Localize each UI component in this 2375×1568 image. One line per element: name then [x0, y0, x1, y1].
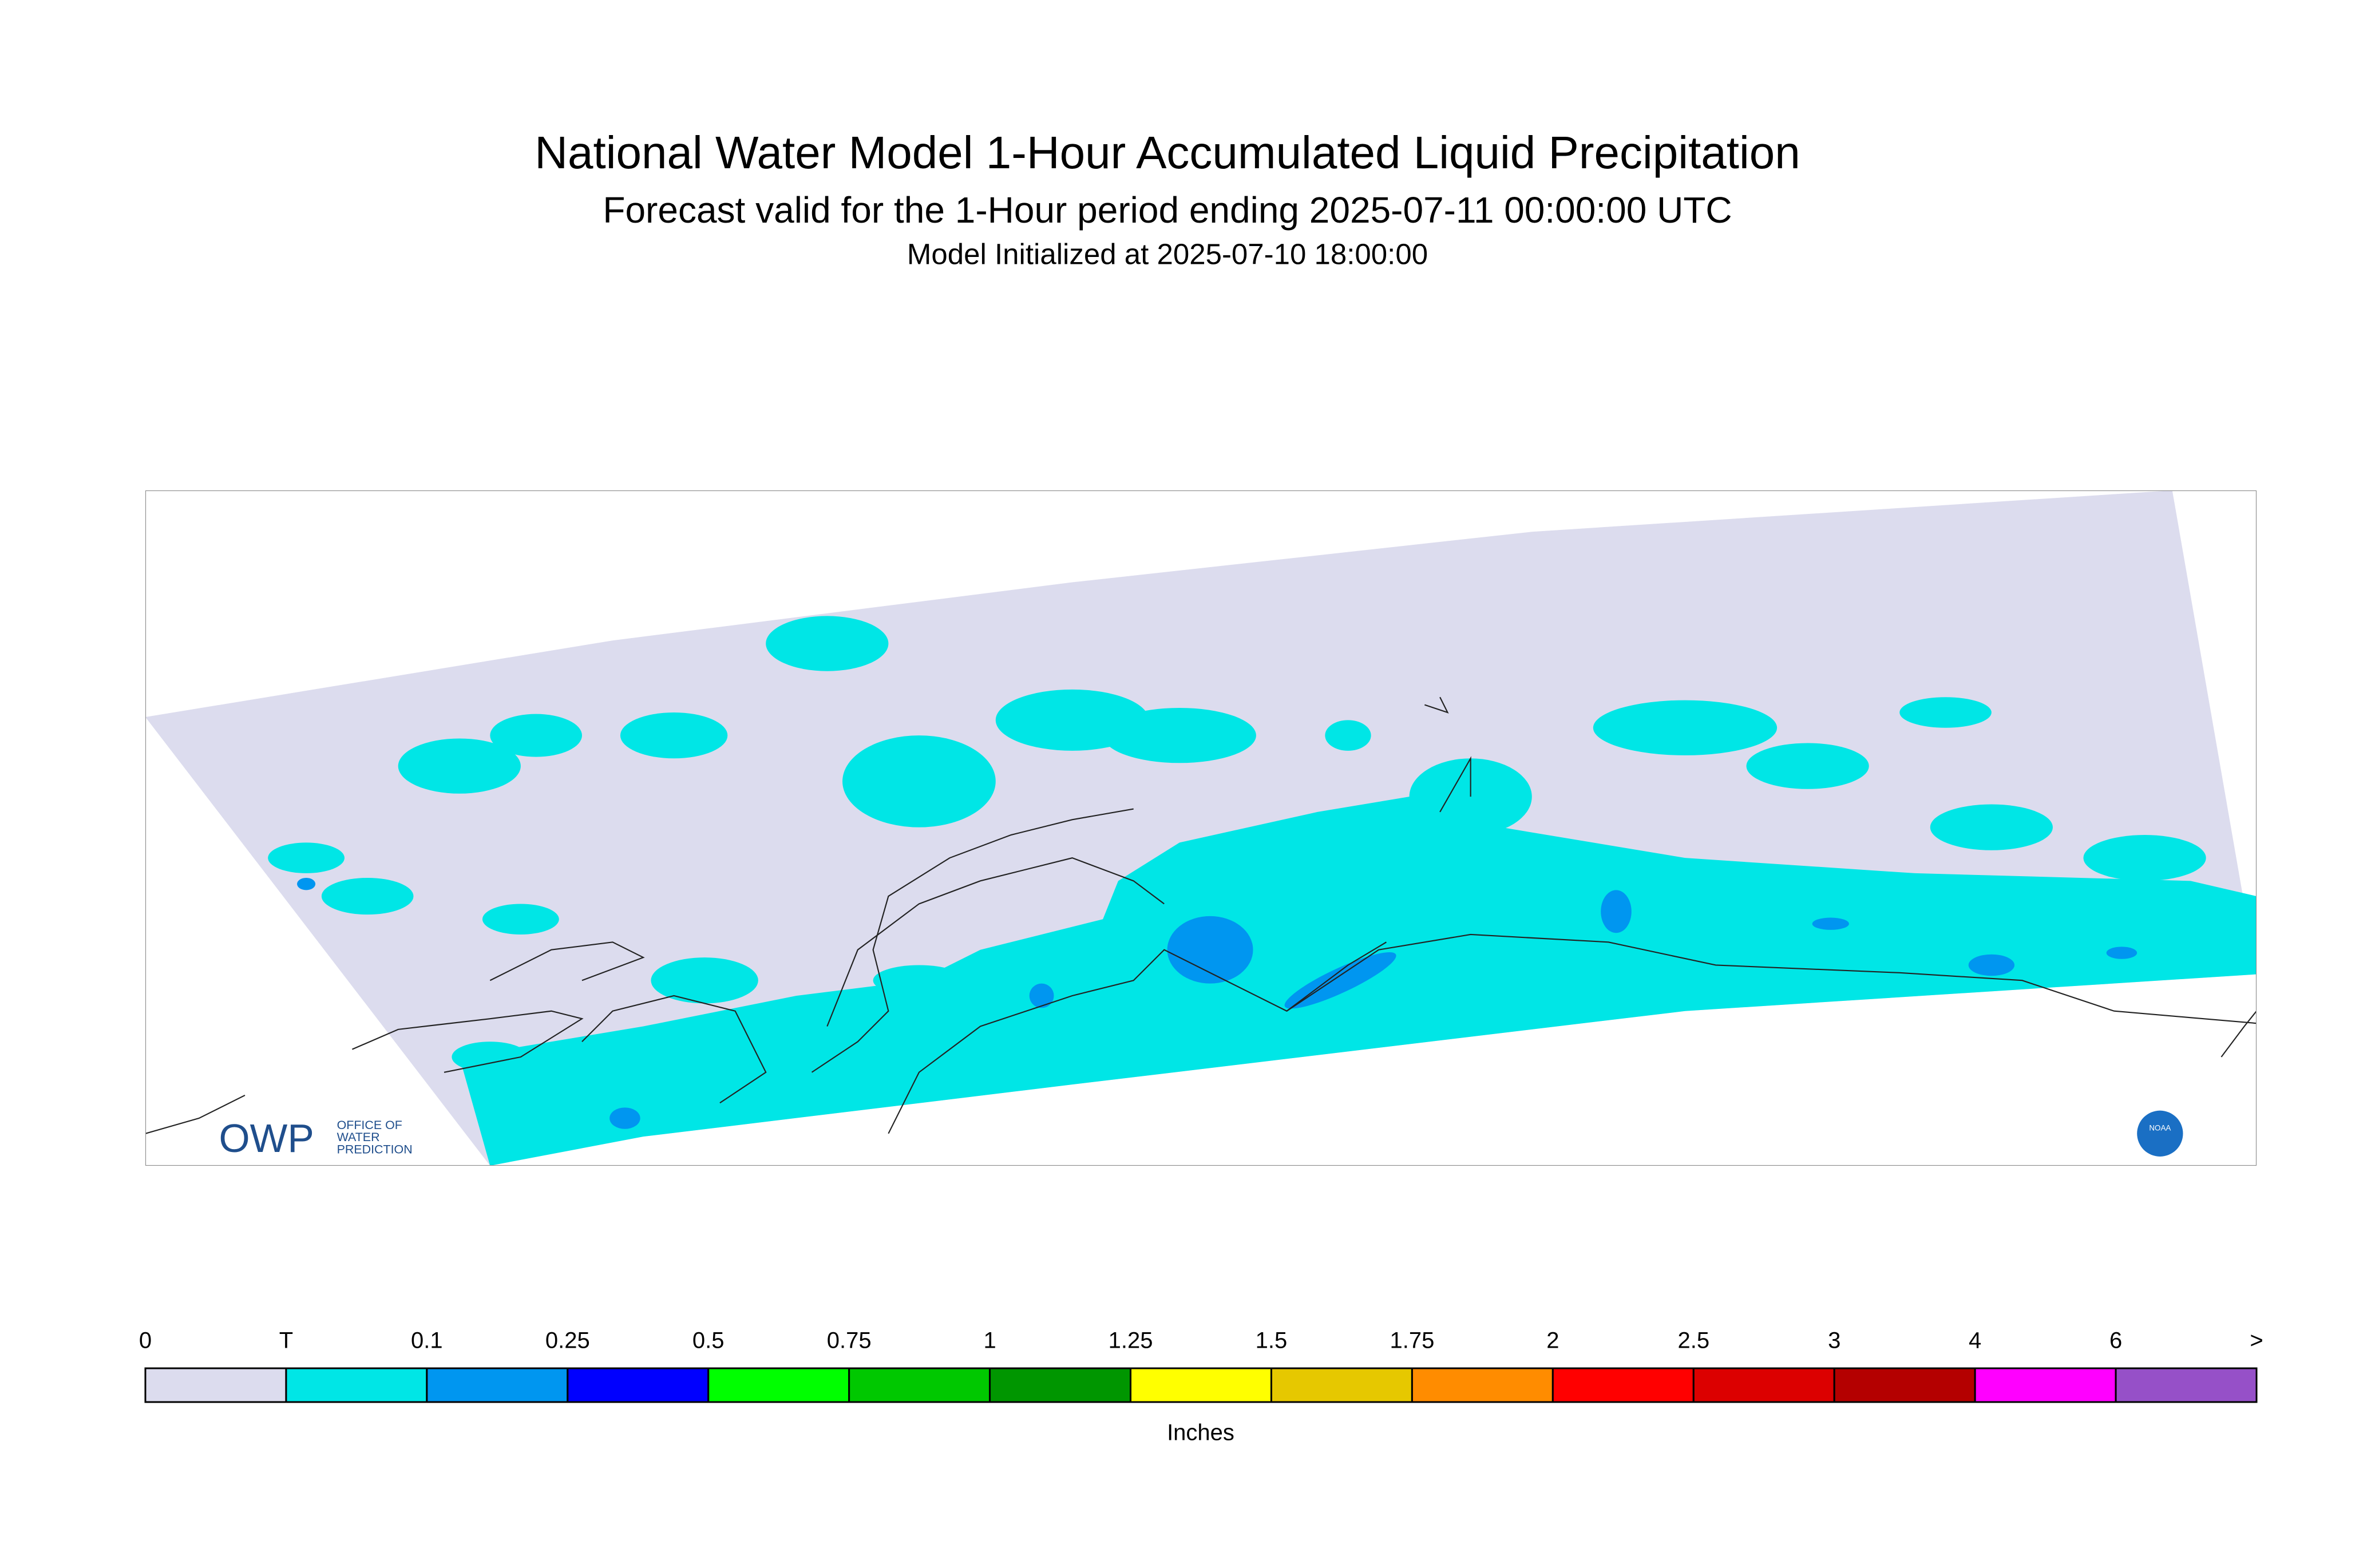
logo-mark: OWP [219, 1116, 314, 1161]
colorbar-label: 0 [139, 1328, 152, 1353]
colorbar-box [1974, 1367, 2117, 1403]
colorbar-box [1270, 1367, 1413, 1403]
colorbar-box [1411, 1367, 1554, 1403]
colorbar-label: 1.25 [1109, 1328, 1153, 1353]
noaa-text: NOAA [2149, 1123, 2171, 1132]
colorbar-box [707, 1367, 850, 1403]
colorbar-label: 3 [1828, 1328, 1840, 1353]
colorbar-box [848, 1367, 991, 1403]
colorbar-label: 2.5 [1677, 1328, 1709, 1353]
colorbar-label: 1 [983, 1328, 996, 1353]
colorbar-box [144, 1367, 287, 1403]
precip-heavy [297, 877, 2138, 1129]
noaa-logo [2137, 1110, 2183, 1157]
title: National Water Model 1-Hour Accumulated … [535, 127, 1800, 178]
colorbar: 0 T 0.1 0.25 0.5 0.75 1 1.25 1.5 1.75 2 2.5 3 4 6 > [139, 1328, 2263, 1403]
colorbar-label: 6 [2109, 1328, 2122, 1353]
colorbar-label: 0.1 [411, 1328, 443, 1353]
colorbar-box [989, 1367, 1132, 1403]
colorbar-label: 0.75 [827, 1328, 872, 1353]
logo-text: PREDICTION [337, 1143, 413, 1157]
coastlines [145, 696, 2257, 1134]
colorbar-box [1130, 1367, 1272, 1403]
colorbar-label: 0.25 [545, 1328, 590, 1353]
colorbar-box [567, 1367, 710, 1403]
colorbar-unit: Inches [1167, 1420, 1234, 1446]
colorbar-label: > [2250, 1328, 2263, 1353]
logo-text: WATER [337, 1130, 380, 1144]
colorbar-box [285, 1367, 428, 1403]
colorbar-box [1692, 1367, 1835, 1403]
colorbar-label: 1.75 [1390, 1328, 1434, 1353]
colorbar-box [2115, 1367, 2258, 1403]
colorbar-label: 4 [1969, 1328, 1981, 1353]
colorbar-label: 2 [1546, 1328, 1559, 1353]
colorbar-box [426, 1367, 569, 1403]
init-time: Model Initialized at 2025-07-10 18:00:00 [907, 237, 1428, 270]
map: OWP OFFICE OF WATER PREDICTION NOAA [145, 490, 2257, 1166]
logo-text: OFFICE OF [337, 1118, 402, 1132]
colorbar-label: 0.5 [692, 1328, 725, 1353]
colorbar-box [1833, 1367, 1976, 1403]
precip-cells [268, 616, 2206, 1072]
colorbar-label: 1.5 [1256, 1328, 1288, 1353]
subtitle: Forecast valid for the 1-Hour period end… [603, 189, 1732, 231]
colorbar-box [1551, 1367, 1695, 1403]
colorbar-label: T [279, 1328, 293, 1353]
